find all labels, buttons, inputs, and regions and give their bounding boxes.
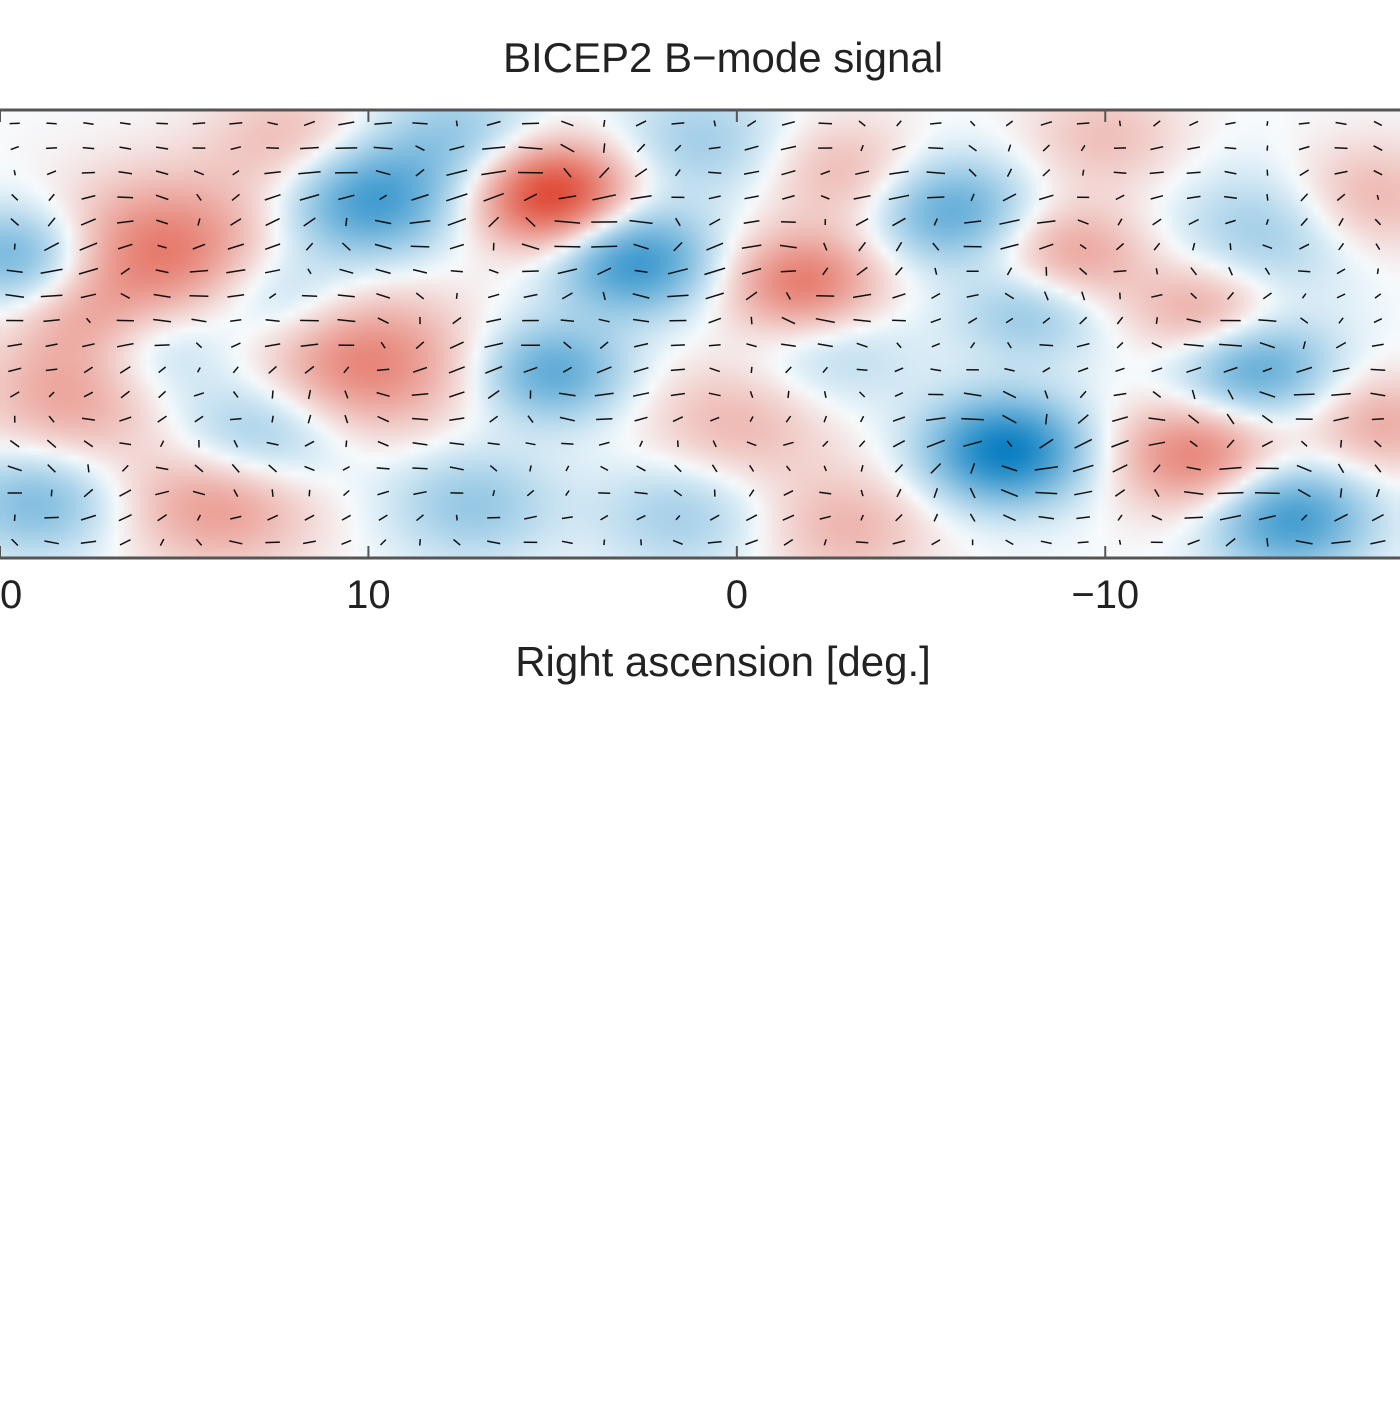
polarization-vector <box>522 123 539 124</box>
polarization-vector <box>1341 440 1342 448</box>
polarization-vector <box>604 143 605 153</box>
polarization-vector <box>1298 271 1310 272</box>
polarization-vector <box>44 517 58 518</box>
polarization-vector <box>190 296 209 297</box>
polarization-vector <box>856 542 868 543</box>
polarization-vector <box>457 515 458 521</box>
polarization-vector <box>1225 148 1237 149</box>
polarization-vector <box>641 539 642 545</box>
polarization-vector <box>15 515 16 521</box>
x-tick-label: 10 <box>346 573 391 617</box>
polarization-vector <box>927 197 944 198</box>
x-tick-label: 20 <box>0 573 22 617</box>
polarization-vector <box>604 120 605 127</box>
polarization-vector <box>788 391 789 398</box>
polarization-vector <box>1230 243 1231 250</box>
polarization-vector <box>708 172 721 173</box>
polarization-vector <box>709 345 721 346</box>
polarization-vector <box>857 369 868 370</box>
polarization-vector <box>265 542 280 543</box>
polarization-vector <box>591 246 617 247</box>
polarization-vector <box>561 443 573 444</box>
polarization-vector <box>411 246 430 247</box>
polarization-vector <box>1114 271 1127 272</box>
polarization-vector <box>1218 493 1244 494</box>
polarization-vector <box>1267 146 1268 151</box>
polarization-vector <box>156 123 168 124</box>
polarization-vector <box>554 246 580 247</box>
polarization-vector <box>751 367 752 373</box>
polarization-vector <box>346 218 347 226</box>
polarization-vector <box>751 317 752 325</box>
polarization-vector <box>88 464 89 472</box>
polarization-vector <box>892 320 906 321</box>
polarization-vector <box>781 271 796 272</box>
polarization-vector <box>302 296 317 297</box>
polarization-vector <box>412 123 427 124</box>
polarization-vector <box>1083 170 1084 176</box>
polarization-vector <box>1077 123 1090 124</box>
x-tick-label: −10 <box>1071 573 1139 617</box>
polarization-vector <box>420 539 421 545</box>
polarization-vector <box>522 271 539 272</box>
polarization-vector <box>46 148 57 149</box>
polarization-vector <box>1185 517 1203 518</box>
x-tick-label: 0 <box>726 573 748 617</box>
polarization-vector <box>412 468 427 469</box>
polarization-vector <box>1255 493 1280 494</box>
polarization-vector <box>1294 394 1315 395</box>
polarization-vector <box>1040 345 1054 346</box>
polarization-vector <box>83 148 95 149</box>
polarization-vector <box>272 390 273 398</box>
polarization-vector <box>1187 172 1201 173</box>
polarization-vector <box>457 293 458 299</box>
polarization-vector <box>266 148 279 149</box>
polarization-vector <box>1120 121 1121 127</box>
polarization-vector <box>1156 317 1157 324</box>
polarization-vector <box>928 148 943 149</box>
polarization-vector <box>596 419 612 420</box>
polarization-vector <box>1078 542 1089 543</box>
polarization-vector <box>155 345 170 346</box>
polarization-vector <box>451 271 463 272</box>
polarization-vector <box>15 244 16 250</box>
b-mode-heatmap <box>0 110 1400 558</box>
polarization-vector <box>377 468 390 469</box>
polarization-vector <box>1114 172 1127 173</box>
polarization-vector <box>51 490 52 497</box>
polarization-vector <box>117 197 133 198</box>
polarization-vector <box>781 222 796 223</box>
polarization-vector <box>604 540 605 546</box>
polarization-vector <box>1335 148 1348 149</box>
polarization-vector <box>1378 269 1379 275</box>
polarization-vector <box>456 121 457 127</box>
polarization-vector <box>193 123 206 124</box>
polarization-vector <box>346 441 347 448</box>
polarization-vector <box>819 123 833 124</box>
polarization-vector <box>671 345 685 346</box>
polarization-vector <box>1267 194 1268 201</box>
polarization-vector <box>1120 540 1121 545</box>
polarization-vector <box>272 489 273 497</box>
polarization-vector <box>1372 419 1384 420</box>
chart-title: BICEP2 B−mode signal <box>503 34 943 81</box>
polarization-vector <box>1267 538 1268 546</box>
polarization-vector <box>1267 121 1268 126</box>
x-axis-label: Right ascension [deg.] <box>515 638 931 685</box>
polarization-vector <box>1371 369 1386 370</box>
polarization-vector <box>309 490 310 497</box>
polarization-vector <box>46 123 56 124</box>
polarization-vector <box>230 419 241 420</box>
polarization-vector <box>82 173 95 174</box>
